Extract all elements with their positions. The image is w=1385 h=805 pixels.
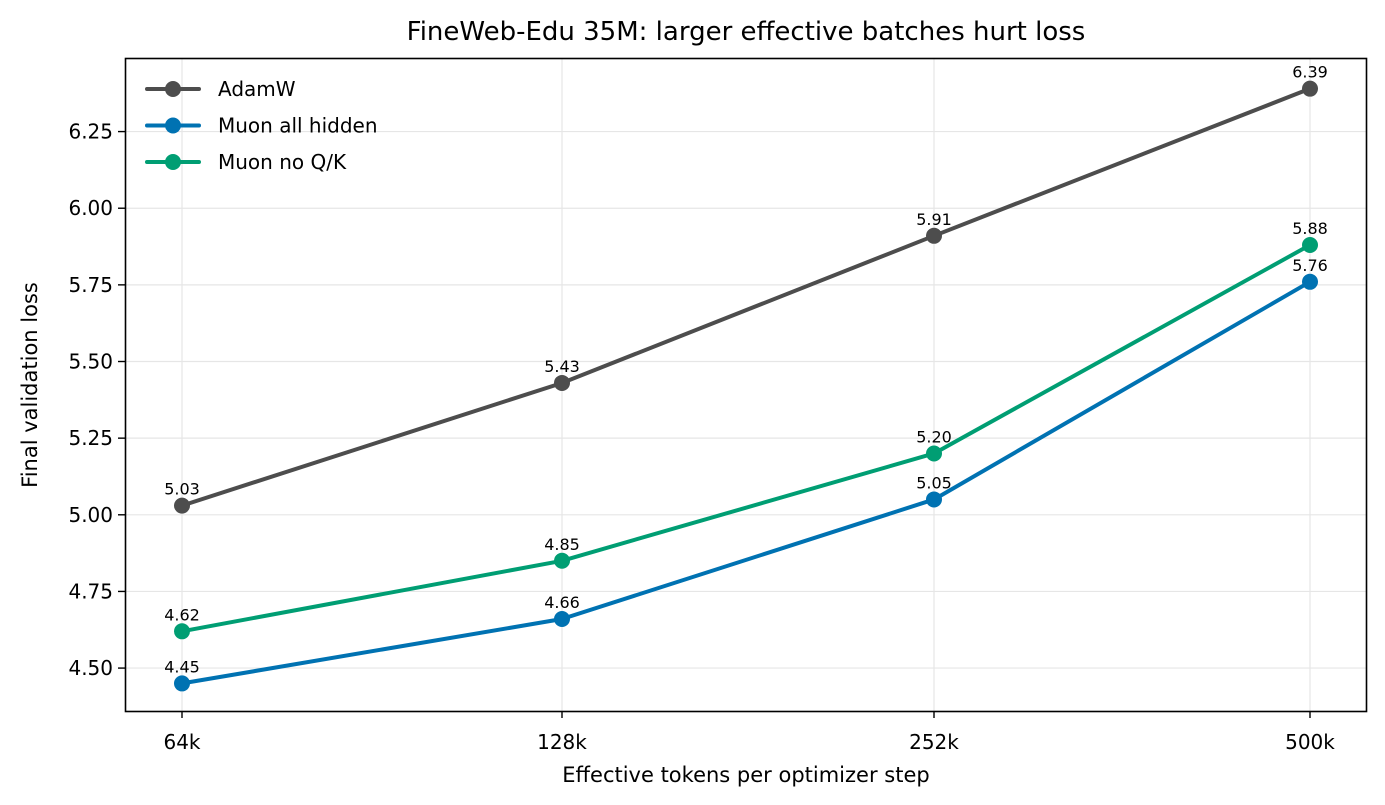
chart-title: FineWeb-Edu 35M: larger effective batche… <box>407 17 1086 47</box>
y-tick-label: 4.50 <box>68 656 113 680</box>
grid <box>125 58 1366 711</box>
y-tick-label: 4.75 <box>68 579 113 603</box>
x-tick-label: 128k <box>537 730 587 754</box>
legend-marker <box>165 81 181 97</box>
legend-item: Muon all hidden <box>145 114 378 138</box>
data-point <box>174 497 190 514</box>
y-tick-label: 5.25 <box>68 426 113 450</box>
data-label: 4.66 <box>544 593 580 612</box>
data-label: 5.76 <box>1292 256 1328 275</box>
data-point <box>174 675 190 692</box>
series-muon-all-hidden: 4.45 4.66 5.05 5.76 <box>164 256 1328 692</box>
y-axis: 4.50 4.75 5.00 5.25 5.50 5.75 6.00 6.25 <box>68 120 125 680</box>
data-label: 4.62 <box>164 605 200 624</box>
data-point <box>926 491 942 508</box>
y-tick-label: 6.25 <box>68 120 113 144</box>
y-tick-label: 6.00 <box>68 196 113 220</box>
data-point <box>1302 237 1318 254</box>
data-label: 5.20 <box>916 427 952 446</box>
x-axis-label: Effective tokens per optimizer step <box>562 763 929 787</box>
y-tick-label: 5.00 <box>68 503 113 527</box>
series-muon-no-q-k: 4.62 4.85 5.20 5.88 <box>164 219 1328 640</box>
legend-marker <box>165 154 181 170</box>
x-axis: 64k 128k 252k 500k <box>163 711 1335 754</box>
data-point <box>554 374 570 391</box>
data-point <box>1302 80 1318 97</box>
legend-label: Muon no Q/K <box>218 150 347 174</box>
series-adamw: 5.03 5.43 5.91 6.39 <box>164 63 1328 514</box>
series-line <box>180 86 1312 508</box>
y-axis-label: Final validation loss <box>18 282 42 488</box>
legend-label: AdamW <box>218 77 296 101</box>
x-tick-label: 500k <box>1285 730 1335 754</box>
legend: AdamW Muon all hidden Muon no Q/K <box>145 77 378 174</box>
data-point <box>554 552 570 569</box>
data-label: 5.03 <box>164 480 200 499</box>
data-label: 4.85 <box>544 535 580 554</box>
data-point <box>174 623 190 640</box>
plot-frame <box>124 57 1368 713</box>
x-tick-label: 64k <box>163 730 200 754</box>
data-label: 6.39 <box>1292 63 1328 82</box>
data-point <box>554 611 570 628</box>
legend-item: Muon no Q/K <box>145 150 347 174</box>
y-tick-label: 5.50 <box>68 350 113 374</box>
data-label: 5.05 <box>916 473 952 492</box>
data-label: 4.45 <box>164 657 200 676</box>
data-point <box>1302 273 1318 290</box>
data-point <box>926 227 942 244</box>
data-label: 5.43 <box>544 357 580 376</box>
series-line <box>180 243 1312 634</box>
series-lines: 5.03 5.43 5.91 6.39 4.45 4.66 5.05 5.76 4.62 4.85… <box>164 63 1328 692</box>
data-label: 5.88 <box>1292 219 1328 238</box>
data-label: 5.91 <box>916 210 952 229</box>
y-tick-label: 5.75 <box>68 273 113 297</box>
legend-label: Muon all hidden <box>218 114 378 138</box>
x-tick-label: 252k <box>909 730 959 754</box>
legend-marker <box>165 117 181 134</box>
data-point <box>926 445 942 462</box>
series-line <box>180 279 1312 686</box>
legend-item: AdamW <box>145 77 296 101</box>
